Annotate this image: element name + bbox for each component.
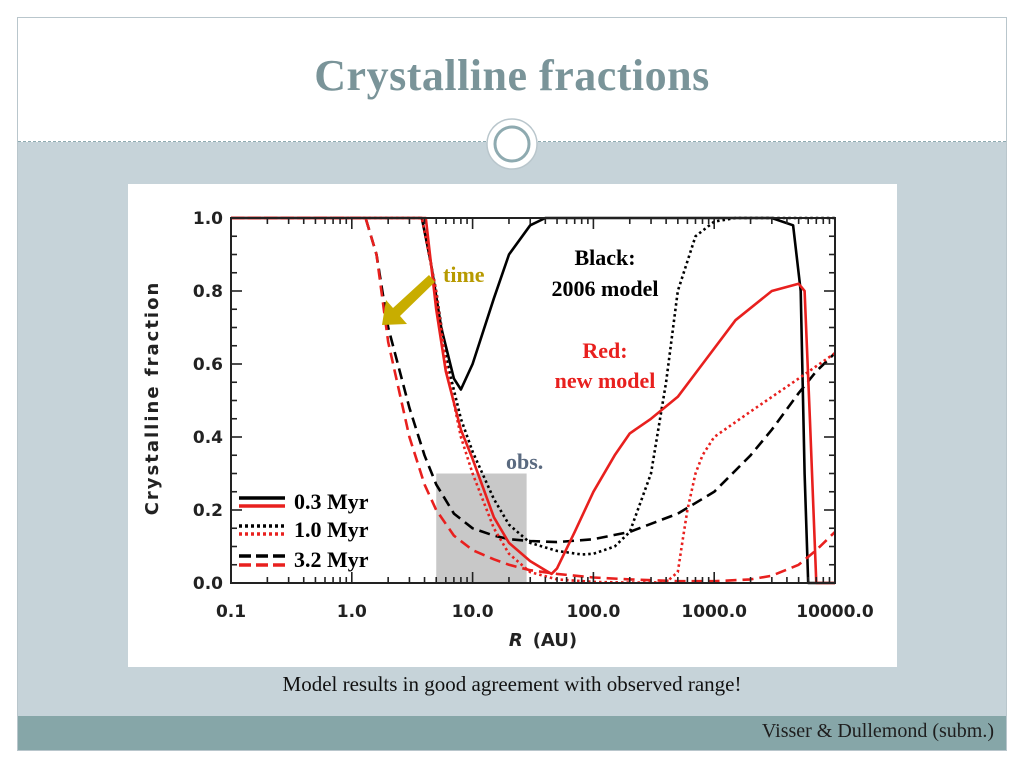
annotation-time: time: [443, 262, 485, 287]
crystalline-fraction-chart: 0.1 1.0 10.0 100.0 1000.0 10000.0 0.0 0.2 0.4 0.6…: [142, 209, 874, 651]
series-black-dashed: [231, 216, 836, 544]
legend-label-1-0: 1.0 Myr: [294, 517, 369, 542]
x-axis-label: R (AU): [509, 630, 577, 651]
footer-citation: Visser & Dullemond (subm.): [761, 720, 994, 742]
annotation-black-1: Black:: [574, 245, 635, 270]
x-axis-label-unit: (AU): [533, 630, 577, 651]
slide-frame: [17, 17, 1007, 751]
legend-label-3-2: 3.2 Myr: [294, 547, 369, 572]
x-axis-label-var: R: [509, 630, 523, 651]
y-tick-label: 1.0: [193, 209, 223, 229]
x-tick-label: 10000.0: [796, 602, 874, 622]
slide-caption: Model results in good agreement with obs…: [282, 672, 742, 696]
x-tick-label: 100.0: [567, 602, 621, 622]
time-arrow-icon: [382, 275, 435, 325]
annotation-black-2: 2006 model: [552, 276, 659, 301]
ring-ornament-icon: [486, 118, 538, 170]
series-red-dashed: [231, 216, 836, 583]
y-axis-label: Crystalline fraction: [142, 281, 163, 516]
x-tick-label: 0.1: [216, 602, 246, 622]
series-black-dotted: [231, 216, 835, 556]
x-tick-label: 1.0: [337, 602, 367, 622]
y-tick-label: 0.6: [193, 355, 223, 375]
chart-legend: 0.3 Myr 1.0 Myr 3.2 Myr: [239, 489, 369, 572]
chart-panel: 0.1 1.0 10.0 100.0 1000.0 10000.0 0.0 0.2 0.4 0.6…: [128, 184, 897, 667]
y-tick-label: 0.2: [193, 501, 223, 521]
y-tick-label: 0.4: [193, 428, 223, 448]
legend-label-0-3: 0.3 Myr: [294, 489, 369, 514]
series-red-solid: [231, 216, 835, 585]
x-tick-label: 10.0: [452, 602, 494, 622]
annotation-red-2: new model: [555, 368, 656, 393]
x-tick-label: 1000.0: [681, 602, 747, 622]
annotation-obs: obs.: [506, 449, 543, 474]
y-tick-label: 0.0: [193, 574, 223, 594]
slide-title: Crystalline fractions: [314, 51, 710, 100]
footer-bar: Visser & Dullemond (subm.): [18, 716, 1006, 750]
y-tick-label: 0.8: [193, 282, 223, 302]
annotation-red-1: Red:: [582, 338, 627, 363]
